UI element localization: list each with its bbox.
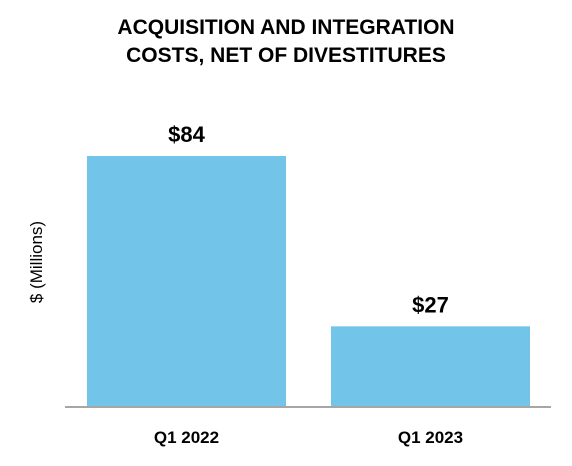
data-label-q1-2022: $84 — [168, 122, 205, 147]
x-tick-label-q1-2023: Q1 2023 — [398, 428, 463, 447]
bar-q1-2023 — [331, 326, 530, 407]
bars-layer: $84 Q1 2022 $27 Q1 2023 — [87, 122, 530, 447]
y-axis-label: $ (Millions) — [27, 221, 46, 303]
chart-title: ACQUISITION AND INTEGRATION COSTS, NET O… — [0, 14, 572, 70]
bar-q1-2022 — [87, 156, 286, 407]
chart-title-line-2: COSTS, NET OF DIVESTITURES — [126, 44, 446, 67]
x-tick-label-q1-2022: Q1 2022 — [154, 428, 219, 447]
data-label-q1-2023: $27 — [412, 292, 449, 317]
chart-title-line-1: ACQUISITION AND INTEGRATION — [117, 16, 455, 39]
